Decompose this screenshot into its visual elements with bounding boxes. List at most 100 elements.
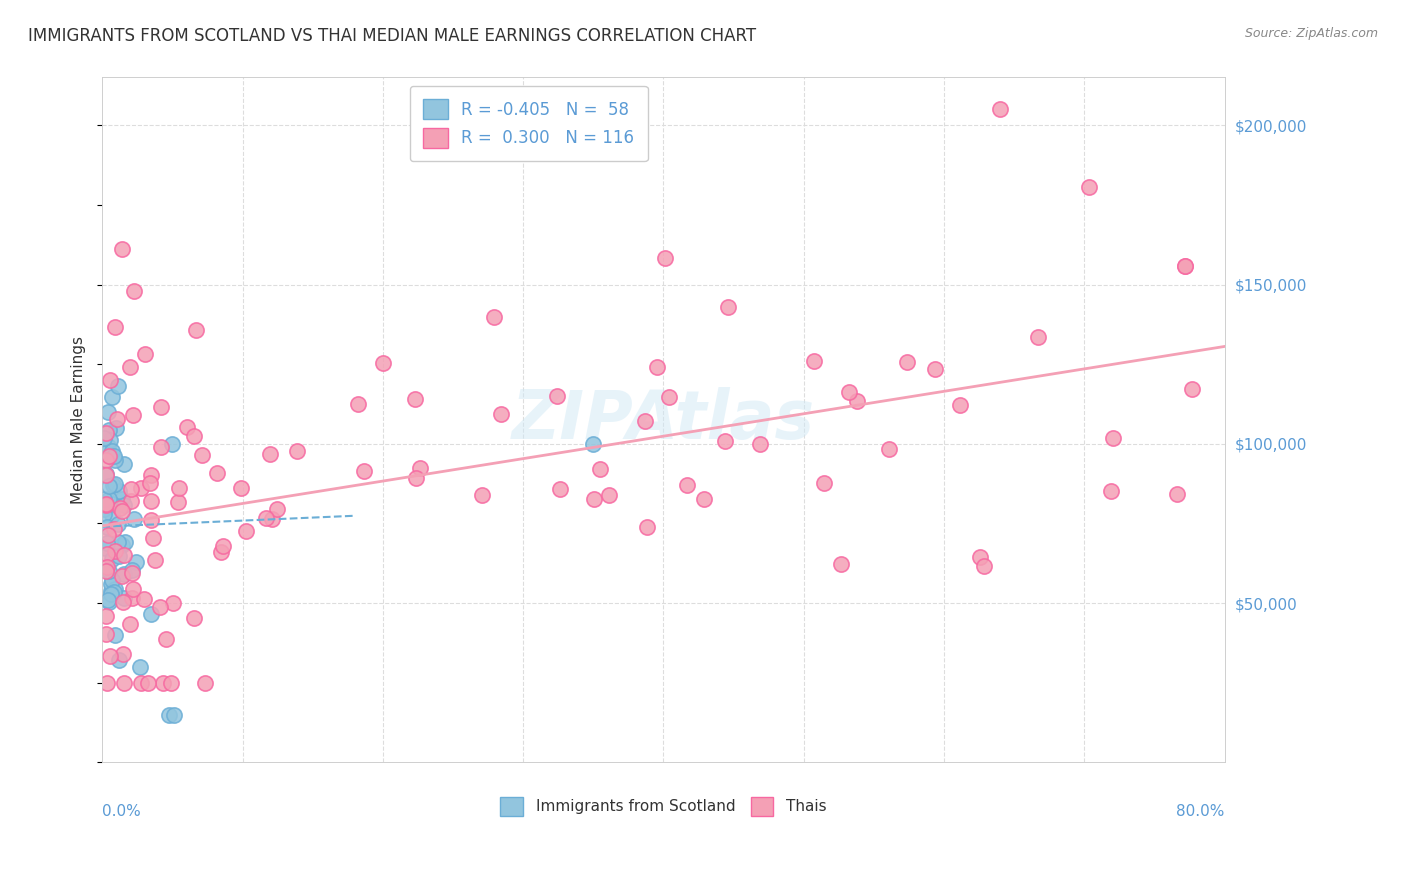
Point <box>259 447 281 461</box>
Point <box>108 484 131 499</box>
Text: IMMIGRANTS FROM SCOTLAND VS THAI MEDIAN MALE EARNINGS CORRELATION CHART: IMMIGRANTS FROM SCOTLAND VS THAI MEDIAN … <box>28 27 756 45</box>
Point <box>112 457 135 471</box>
Point <box>194 675 217 690</box>
Point <box>129 660 152 674</box>
Point <box>100 587 122 601</box>
Point <box>491 407 513 421</box>
Point <box>141 467 163 482</box>
Point <box>93 491 115 506</box>
Point <box>97 565 120 579</box>
Point <box>103 523 125 537</box>
Point <box>104 582 127 597</box>
Point <box>103 585 125 599</box>
Point <box>101 573 124 587</box>
Point <box>101 508 124 523</box>
Point <box>100 552 122 566</box>
Point <box>96 453 118 467</box>
Point <box>107 379 129 393</box>
Point <box>896 354 918 368</box>
Point <box>1077 179 1099 194</box>
Point <box>103 544 125 558</box>
Text: 0.0%: 0.0% <box>103 804 141 819</box>
Point <box>803 354 825 368</box>
Point <box>636 520 658 534</box>
Point <box>112 566 135 581</box>
Point <box>111 538 134 552</box>
Point <box>546 389 568 403</box>
Point <box>254 511 277 525</box>
Point <box>96 536 118 550</box>
Point <box>988 103 1011 117</box>
Point <box>405 471 427 485</box>
Point <box>471 488 494 502</box>
Point <box>97 593 120 607</box>
Point <box>229 481 252 495</box>
Point <box>103 449 125 463</box>
Point <box>93 431 115 445</box>
Point <box>121 566 143 580</box>
Point <box>112 548 135 562</box>
Point <box>103 478 125 492</box>
Point <box>124 284 146 298</box>
Point <box>96 445 118 459</box>
Point <box>121 591 143 605</box>
Point <box>149 441 172 455</box>
Point <box>139 607 162 621</box>
Point <box>100 449 122 463</box>
Point <box>104 320 127 334</box>
Point <box>924 361 946 376</box>
Point <box>104 421 127 435</box>
Point <box>118 617 141 632</box>
Point <box>582 437 605 451</box>
Point <box>1099 483 1122 498</box>
Point <box>183 611 205 625</box>
Point <box>1166 487 1188 501</box>
Point <box>98 648 121 663</box>
Point <box>98 434 121 448</box>
Point <box>266 501 288 516</box>
Point <box>112 595 135 609</box>
Point <box>120 494 142 508</box>
Point <box>96 627 118 641</box>
Text: Source: ZipAtlas.com: Source: ZipAtlas.com <box>1244 27 1378 40</box>
Point <box>120 359 142 374</box>
Point <box>111 491 134 506</box>
Point <box>1173 259 1195 273</box>
Point <box>134 346 156 360</box>
Point <box>107 549 129 563</box>
Point <box>404 392 426 407</box>
Point <box>100 583 122 598</box>
Point <box>149 600 172 615</box>
Point <box>813 476 835 491</box>
Point <box>111 569 134 583</box>
Point <box>132 591 155 606</box>
Point <box>176 420 198 434</box>
Point <box>96 468 118 483</box>
Point <box>714 434 737 449</box>
Point <box>100 576 122 591</box>
Point <box>96 675 118 690</box>
Point <box>125 555 148 569</box>
Point <box>550 482 572 496</box>
Point <box>112 498 135 512</box>
Point <box>191 448 214 462</box>
Point <box>111 647 134 661</box>
Point <box>96 565 118 579</box>
Text: ZIPAtlas: ZIPAtlas <box>512 387 815 453</box>
Point <box>167 481 190 495</box>
Point <box>211 539 233 553</box>
Point <box>186 323 208 337</box>
Point <box>97 492 120 507</box>
Point <box>162 707 184 722</box>
Point <box>482 310 505 324</box>
Point <box>121 408 143 422</box>
Point <box>150 400 173 414</box>
Point <box>155 632 177 646</box>
Point <box>877 442 900 456</box>
Point <box>129 675 152 690</box>
Point <box>97 594 120 608</box>
Point <box>142 531 165 545</box>
Point <box>103 477 125 491</box>
Point <box>98 373 121 387</box>
Point <box>104 627 127 641</box>
